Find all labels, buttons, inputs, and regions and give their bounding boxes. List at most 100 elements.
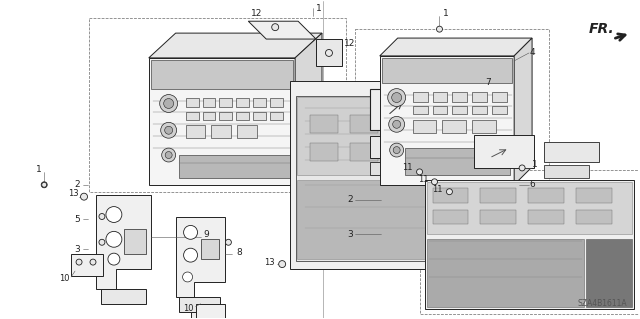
Text: 2: 2 [74,180,80,189]
Text: SZA4B1611A: SZA4B1611A [577,299,627,308]
Polygon shape [370,162,399,175]
Text: 13: 13 [68,189,79,198]
Circle shape [160,94,178,112]
Polygon shape [124,229,146,254]
Circle shape [272,24,278,31]
Polygon shape [404,148,510,175]
Polygon shape [433,107,447,115]
Circle shape [225,239,232,245]
Text: 1: 1 [532,160,538,169]
Polygon shape [148,33,322,58]
Polygon shape [514,38,532,185]
Text: 3: 3 [74,245,80,254]
Polygon shape [370,89,429,130]
Circle shape [164,126,173,134]
Text: 6: 6 [529,180,535,189]
Polygon shape [220,112,232,120]
Text: 9: 9 [204,230,209,239]
Polygon shape [270,98,283,108]
Circle shape [161,122,177,138]
Polygon shape [528,188,564,203]
Circle shape [388,116,404,132]
Polygon shape [474,135,534,168]
Text: 5: 5 [74,215,80,224]
Polygon shape [424,180,634,309]
Polygon shape [297,180,429,259]
Polygon shape [253,112,266,120]
Polygon shape [472,107,487,115]
Polygon shape [433,210,468,225]
Polygon shape [71,254,103,276]
Polygon shape [310,143,338,161]
Polygon shape [237,125,257,138]
Text: 3: 3 [347,230,353,239]
Text: 1: 1 [316,4,322,13]
Circle shape [99,239,105,245]
Polygon shape [186,125,205,138]
Circle shape [108,253,120,265]
Polygon shape [297,97,483,175]
Polygon shape [442,120,467,133]
Polygon shape [381,58,512,83]
Polygon shape [101,289,146,304]
Polygon shape [431,180,481,259]
Circle shape [519,165,525,171]
Circle shape [106,207,122,222]
Text: 10: 10 [183,304,193,313]
Text: FR.: FR. [589,22,614,36]
Polygon shape [492,92,507,101]
Polygon shape [202,98,216,108]
Polygon shape [433,92,447,101]
Circle shape [393,147,400,153]
Polygon shape [270,112,283,120]
Text: 10: 10 [59,274,69,284]
Circle shape [99,213,105,219]
Circle shape [76,259,82,265]
Polygon shape [544,142,599,162]
Polygon shape [480,210,516,225]
Polygon shape [472,120,496,133]
Polygon shape [380,56,514,185]
Circle shape [447,189,452,195]
Polygon shape [296,96,483,261]
Circle shape [42,182,47,187]
Polygon shape [295,33,322,185]
Polygon shape [380,38,532,56]
Polygon shape [179,297,220,312]
Text: 7: 7 [485,78,491,87]
Circle shape [326,49,332,56]
Text: 13: 13 [264,258,275,267]
Polygon shape [433,188,468,203]
Polygon shape [253,98,266,108]
Circle shape [278,261,285,268]
Polygon shape [350,115,378,133]
Polygon shape [202,112,216,120]
Text: 1: 1 [442,9,448,18]
Circle shape [431,179,438,185]
Text: 12: 12 [251,9,262,18]
Text: 4: 4 [529,48,534,57]
Circle shape [182,272,193,282]
Circle shape [388,89,406,107]
Polygon shape [350,143,378,161]
Polygon shape [480,188,516,203]
Text: 8: 8 [236,248,242,257]
Bar [358,83,492,184]
Bar [355,29,549,198]
Polygon shape [429,143,458,161]
Polygon shape [576,210,612,225]
Polygon shape [186,98,198,108]
Circle shape [164,99,173,108]
Circle shape [41,182,47,188]
Text: 2: 2 [348,195,353,204]
Polygon shape [413,92,428,101]
Polygon shape [492,107,507,115]
Polygon shape [236,112,250,120]
Text: 11: 11 [432,185,442,194]
Polygon shape [452,92,467,101]
Polygon shape [186,112,198,120]
Text: 11: 11 [402,163,413,173]
Polygon shape [370,136,415,158]
Polygon shape [175,218,225,297]
Text: 1: 1 [35,166,41,174]
